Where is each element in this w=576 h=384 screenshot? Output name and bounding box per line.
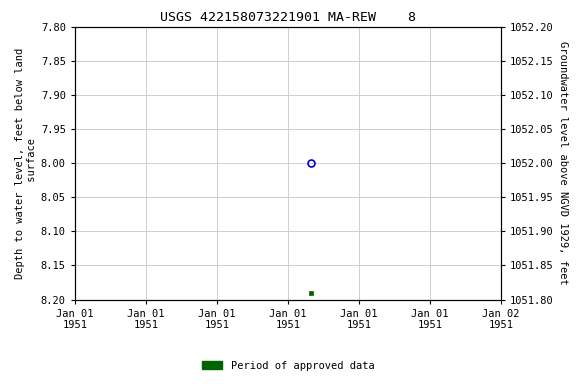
Title: USGS 422158073221901 MA-REW    8: USGS 422158073221901 MA-REW 8: [160, 11, 416, 24]
Y-axis label: Groundwater level above NGVD 1929, feet: Groundwater level above NGVD 1929, feet: [558, 41, 568, 285]
Y-axis label: Depth to water level, feet below land
 surface: Depth to water level, feet below land su…: [15, 48, 37, 279]
Legend: Period of approved data: Period of approved data: [198, 357, 378, 375]
